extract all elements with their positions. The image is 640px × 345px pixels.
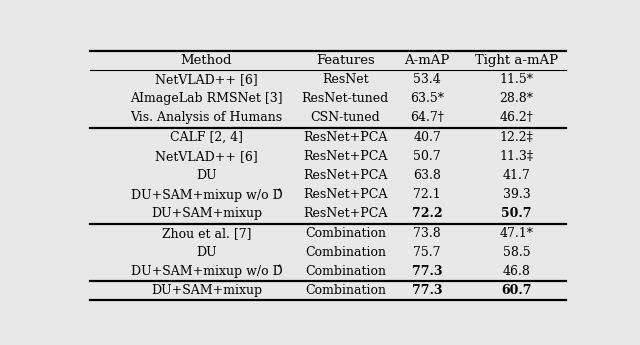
- Text: 64.7†: 64.7†: [410, 111, 444, 125]
- Text: 12.2‡: 12.2‡: [500, 131, 533, 144]
- Text: 11.5*: 11.5*: [499, 73, 534, 86]
- Text: 72.1: 72.1: [413, 188, 441, 201]
- Text: 77.3: 77.3: [412, 265, 442, 278]
- Text: 58.5: 58.5: [502, 246, 531, 259]
- Text: 11.3‡: 11.3‡: [499, 150, 534, 163]
- Text: 41.7: 41.7: [502, 169, 531, 182]
- Text: Combination: Combination: [305, 246, 386, 259]
- Text: 73.8: 73.8: [413, 227, 441, 240]
- Text: ResNet-tuned: ResNet-tuned: [301, 92, 389, 105]
- Text: Combination: Combination: [305, 265, 386, 278]
- Text: Tight a-mAP: Tight a-mAP: [475, 54, 558, 67]
- Text: Zhou et al. [7]: Zhou et al. [7]: [162, 227, 252, 240]
- Text: DU+SAM+mixup w/o D̂: DU+SAM+mixup w/o D̂: [131, 188, 282, 201]
- Text: NetVLAD++ [6]: NetVLAD++ [6]: [155, 73, 258, 86]
- Text: Combination: Combination: [305, 284, 386, 297]
- Text: Vis. Analysis of Humans: Vis. Analysis of Humans: [131, 111, 282, 125]
- Text: 50.7: 50.7: [501, 207, 532, 220]
- Text: 46.8: 46.8: [502, 265, 531, 278]
- Text: DU: DU: [196, 169, 217, 182]
- Text: DU+SAM+mixup w/o D̂: DU+SAM+mixup w/o D̂: [131, 265, 282, 278]
- Text: Combination: Combination: [305, 227, 386, 240]
- Text: Features: Features: [316, 54, 375, 67]
- Text: CALF [2, 4]: CALF [2, 4]: [170, 131, 243, 144]
- Text: Method: Method: [180, 54, 232, 67]
- Text: 72.2: 72.2: [412, 207, 442, 220]
- Text: 53.4: 53.4: [413, 73, 441, 86]
- Text: CSN-tuned: CSN-tuned: [310, 111, 380, 125]
- Text: AImageLab RMSNet [3]: AImageLab RMSNet [3]: [130, 92, 283, 105]
- Text: 63.8: 63.8: [413, 169, 441, 182]
- Text: 60.7: 60.7: [501, 284, 532, 297]
- Text: DU+SAM+mixup: DU+SAM+mixup: [151, 284, 262, 297]
- Text: 47.1*: 47.1*: [499, 227, 534, 240]
- Text: DU: DU: [196, 246, 217, 259]
- Text: 39.3: 39.3: [502, 188, 531, 201]
- Text: ResNet+PCA: ResNet+PCA: [303, 188, 388, 201]
- Text: 63.5*: 63.5*: [410, 92, 444, 105]
- Text: ResNet: ResNet: [322, 73, 369, 86]
- Text: 50.7: 50.7: [413, 150, 441, 163]
- Text: ResNet+PCA: ResNet+PCA: [303, 169, 388, 182]
- Text: ResNet+PCA: ResNet+PCA: [303, 131, 388, 144]
- Text: A-mAP: A-mAP: [404, 54, 450, 67]
- Text: ResNet+PCA: ResNet+PCA: [303, 207, 388, 220]
- Text: 75.7: 75.7: [413, 246, 441, 259]
- Text: 28.8*: 28.8*: [499, 92, 534, 105]
- Text: 77.3: 77.3: [412, 284, 442, 297]
- Text: 46.2†: 46.2†: [500, 111, 533, 125]
- Text: 40.7: 40.7: [413, 131, 441, 144]
- Text: NetVLAD++ [6]: NetVLAD++ [6]: [155, 150, 258, 163]
- Text: ResNet+PCA: ResNet+PCA: [303, 150, 388, 163]
- Text: DU+SAM+mixup: DU+SAM+mixup: [151, 207, 262, 220]
